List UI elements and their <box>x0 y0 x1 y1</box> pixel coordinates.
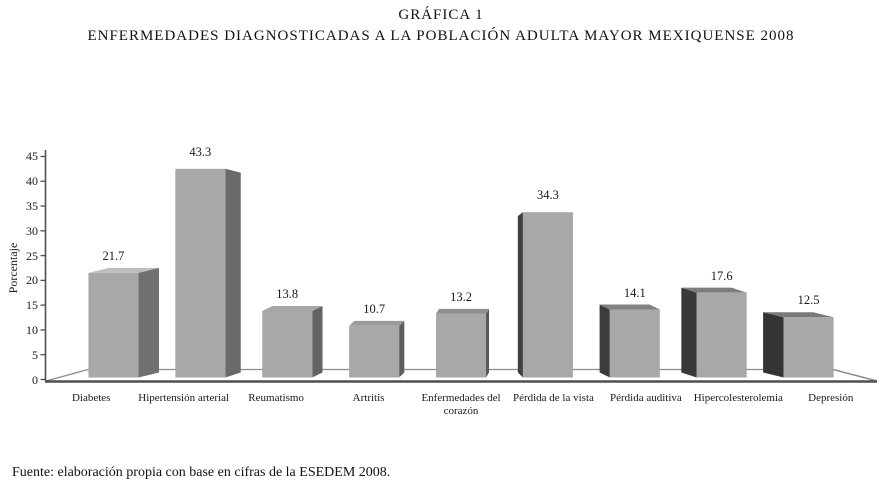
bar-side <box>486 308 490 378</box>
chart-title: GRÁFICA 1 <box>398 7 484 23</box>
y-tick-label: 25 <box>26 248 38 263</box>
bar-front <box>436 313 487 378</box>
chart-subtitle: ENFERMEDADES DIAGNOSTICADAS A LA POBLACI… <box>87 28 795 44</box>
category-label: Pérdida de la vista <box>512 392 594 404</box>
bar-side <box>517 212 523 378</box>
category-label: Hipercolesterolemia <box>693 392 783 404</box>
value-label: 12.5 <box>797 293 820 308</box>
category-label: Reumatismo <box>248 392 304 404</box>
bar-top <box>88 267 160 273</box>
bar-side <box>763 312 784 378</box>
y-tick-label: 5 <box>32 347 38 362</box>
y-axis-title: Porcentaje <box>6 242 20 294</box>
bar-front <box>783 317 834 378</box>
bar-front <box>522 212 573 378</box>
bar-top <box>349 320 405 326</box>
chart-title-block: GRÁFICA 1 ENFERMEDADES DIAGNOSTICADAS A … <box>0 5 882 47</box>
bar-side <box>312 305 323 378</box>
bar-front <box>262 310 313 378</box>
y-tick-label: 30 <box>26 223 38 238</box>
y-tick-label: 40 <box>26 174 38 189</box>
bar-top <box>763 312 834 318</box>
source-note: Fuente: elaboración propia con base en c… <box>12 465 391 480</box>
value-label: 43.3 <box>189 144 212 159</box>
category-label: Pérdida auditiva <box>609 392 682 404</box>
bar-side <box>225 168 241 378</box>
bar-side <box>399 320 405 378</box>
category-label: Hipertensión arterial <box>138 392 230 404</box>
bar-top <box>681 287 747 293</box>
category-label: Artritis <box>352 392 385 404</box>
bar-side <box>138 267 160 378</box>
category-label: Enfermedades del corazón <box>421 392 501 417</box>
y-tick-label: 45 <box>26 149 38 164</box>
bar-top <box>436 308 490 314</box>
bar-front <box>349 325 400 378</box>
floor-left-edge <box>45 368 89 382</box>
y-tick-label: 15 <box>26 298 38 313</box>
bar-side <box>599 304 610 378</box>
y-tick-label: 10 <box>26 322 38 337</box>
value-label: 13.8 <box>276 286 299 301</box>
value-label: 10.7 <box>363 301 386 316</box>
value-label: 21.7 <box>102 248 125 263</box>
y-tick-label: 0 <box>32 372 38 387</box>
bar-top <box>599 304 660 310</box>
value-label: 14.1 <box>623 285 646 300</box>
bar-top <box>262 305 323 311</box>
floor-right-edge <box>832 368 878 382</box>
bar-side <box>681 287 697 378</box>
y-tick-label: 20 <box>26 273 38 288</box>
bar-front <box>696 292 747 378</box>
value-label: 17.6 <box>710 268 733 283</box>
bar-front <box>609 309 660 378</box>
value-label: 13.2 <box>450 289 472 304</box>
y-tick-label: 35 <box>26 199 38 214</box>
value-label: 34.3 <box>536 188 559 203</box>
category-label: Depresión <box>808 392 854 404</box>
bar-front <box>175 168 226 378</box>
bar-front <box>88 272 139 378</box>
category-label: Diabetes <box>71 392 111 404</box>
